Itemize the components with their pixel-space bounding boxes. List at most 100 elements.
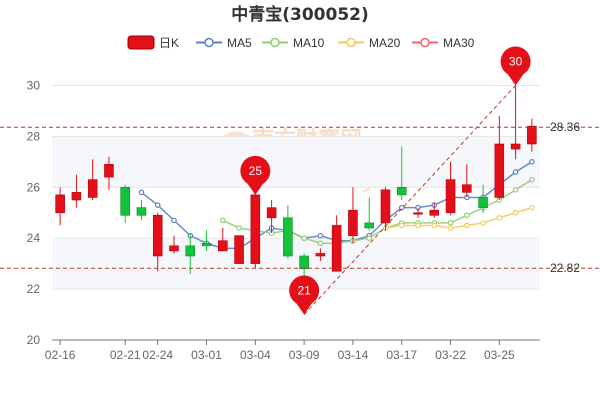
grid-band <box>52 136 540 188</box>
trend-line <box>303 85 516 315</box>
candle-body <box>283 217 293 257</box>
x-tick-label: 03-14 <box>338 348 369 362</box>
ma20-point <box>512 209 519 216</box>
x-tick-label: 03-17 <box>386 348 417 362</box>
candle-body <box>348 209 358 236</box>
legend-label-ma20: MA20 <box>369 36 401 50</box>
x-tick-label: 02-24 <box>142 348 173 362</box>
marker-pin <box>240 155 271 186</box>
legend-swatch-dayk <box>127 35 155 50</box>
y-tick-label: 30 <box>27 78 41 92</box>
ma20-point <box>415 222 421 229</box>
x-tick-label: 03-04 <box>240 348 271 362</box>
x-tick-label: 03-25 <box>484 348 515 362</box>
ma20-point <box>480 220 486 226</box>
legend-label-ma10: MA10 <box>293 36 325 50</box>
reference-line-label: 22.82 <box>550 261 580 275</box>
candle-body <box>185 245 196 257</box>
ma10-point <box>512 187 519 193</box>
candle-body <box>234 235 244 264</box>
candle-body <box>315 253 326 257</box>
legend-marker-ma30 <box>420 37 430 48</box>
y-tick-label: 28 <box>27 129 41 143</box>
ma5-point <box>154 202 161 208</box>
reference-lines: 28.36 22.82 <box>0 85 600 315</box>
ma20-point <box>463 222 470 229</box>
candle-body <box>169 245 179 252</box>
candle-body <box>510 143 521 150</box>
ma5-point <box>171 217 177 224</box>
axes: 02-16 02-21 02-24 03-01 03-04 03-09 03-14 03-17… <box>45 339 540 362</box>
markers: 25 21 30 <box>240 46 531 315</box>
ma10-point <box>301 235 307 241</box>
candle-body <box>396 186 407 196</box>
ma20-point <box>447 225 454 231</box>
ma5-point <box>529 159 535 165</box>
ma5-point <box>398 204 405 211</box>
candle-body <box>527 125 537 145</box>
ma5-point <box>512 169 519 175</box>
marker-pin <box>500 46 531 77</box>
ma20-point <box>398 222 405 229</box>
marker-label: 21 <box>297 284 311 298</box>
candle-body <box>136 207 147 216</box>
legend-label-dayk: 日K <box>159 36 179 50</box>
reference-line-label: 28.36 <box>550 120 580 134</box>
candle-body <box>494 143 505 198</box>
candle-body <box>380 189 391 224</box>
legend-label-ma5: MA5 <box>227 36 252 50</box>
candle-body <box>152 214 163 257</box>
ma10-point <box>317 240 324 247</box>
ma20-point <box>496 215 503 221</box>
ma5-point <box>138 189 145 196</box>
candle-body <box>413 212 423 215</box>
x-tick-label: 02-21 <box>110 348 141 362</box>
ma10-point <box>366 235 373 241</box>
legend: 日K MA5 MA10 MA20 MA30 <box>127 35 475 50</box>
x-tick-label: 03-09 <box>289 348 320 362</box>
candle-body <box>445 179 456 214</box>
ma10-point <box>220 217 226 224</box>
marker-label: 30 <box>509 54 523 68</box>
candle-body <box>331 225 342 272</box>
legend-marker-ma10 <box>270 37 280 48</box>
x-tick-label: 03-22 <box>435 348 466 362</box>
candle-body <box>266 207 277 219</box>
candle-body <box>87 179 98 198</box>
y-tick-label: 24 <box>27 231 41 245</box>
ma20-point <box>529 204 535 211</box>
grid: 20 22 24 26 28 30 <box>27 78 540 347</box>
candle-body <box>104 164 114 178</box>
marker-pin <box>289 275 320 306</box>
candles <box>55 85 537 315</box>
y-tick-label: 20 <box>27 333 41 347</box>
legend-marker-ma20 <box>346 37 356 48</box>
y-tick-label: 22 <box>27 282 41 296</box>
ma10-point <box>447 220 454 226</box>
candle-body <box>218 240 228 252</box>
x-tick-label: 03-01 <box>191 348 222 362</box>
chart-title: 中青宝(300052) <box>231 4 369 25</box>
candle-body <box>71 192 82 201</box>
ma5-point <box>317 232 324 239</box>
marker-label: 25 <box>249 164 263 178</box>
ma20-point <box>431 222 438 229</box>
candle-body <box>201 242 212 247</box>
candle-body <box>120 186 130 216</box>
x-tick-label: 02-16 <box>45 348 76 362</box>
candle-body <box>429 209 440 216</box>
candle-body <box>250 194 261 264</box>
legend-marker-ma5 <box>204 37 214 48</box>
legend-label-ma30: MA30 <box>443 36 475 50</box>
candle-body <box>299 255 309 270</box>
ma10-point <box>463 212 470 219</box>
ma10-point <box>529 176 535 183</box>
ma20-line <box>385 206 533 229</box>
ma10-point <box>236 225 242 231</box>
y-tick-label: 26 <box>27 180 41 194</box>
candle-body <box>55 194 65 214</box>
candle-body <box>462 184 472 193</box>
candle-body <box>478 197 488 208</box>
candle-body <box>364 222 374 229</box>
